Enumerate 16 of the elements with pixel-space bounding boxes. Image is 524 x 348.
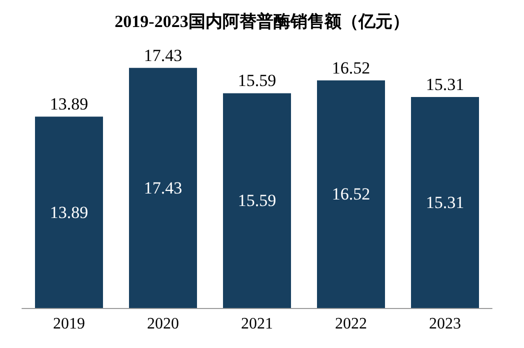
annotation: 15.59	[238, 191, 276, 210]
data-label: 15.59	[238, 71, 276, 90]
annotation: 16.52	[332, 184, 370, 204]
x-tick-label: 2019	[53, 316, 85, 332]
x-tick-label: 2021	[241, 316, 273, 332]
data-label: 15.31	[426, 75, 464, 94]
data-label: 16.52	[332, 58, 370, 78]
annotation: 17.43	[144, 178, 182, 198]
annotation: 15.31	[426, 193, 464, 212]
x-tick-label: 2020	[147, 316, 179, 332]
data-label: 13.89	[50, 94, 88, 114]
data-label: 17.43	[144, 46, 182, 65]
x-tick-label: 2023	[429, 316, 461, 332]
annotation: 13.89	[50, 202, 88, 222]
chart-title: 2019-2023国内阿替普酶销售额（亿元）	[114, 11, 410, 31]
x-tick-label: 2022	[335, 316, 367, 332]
